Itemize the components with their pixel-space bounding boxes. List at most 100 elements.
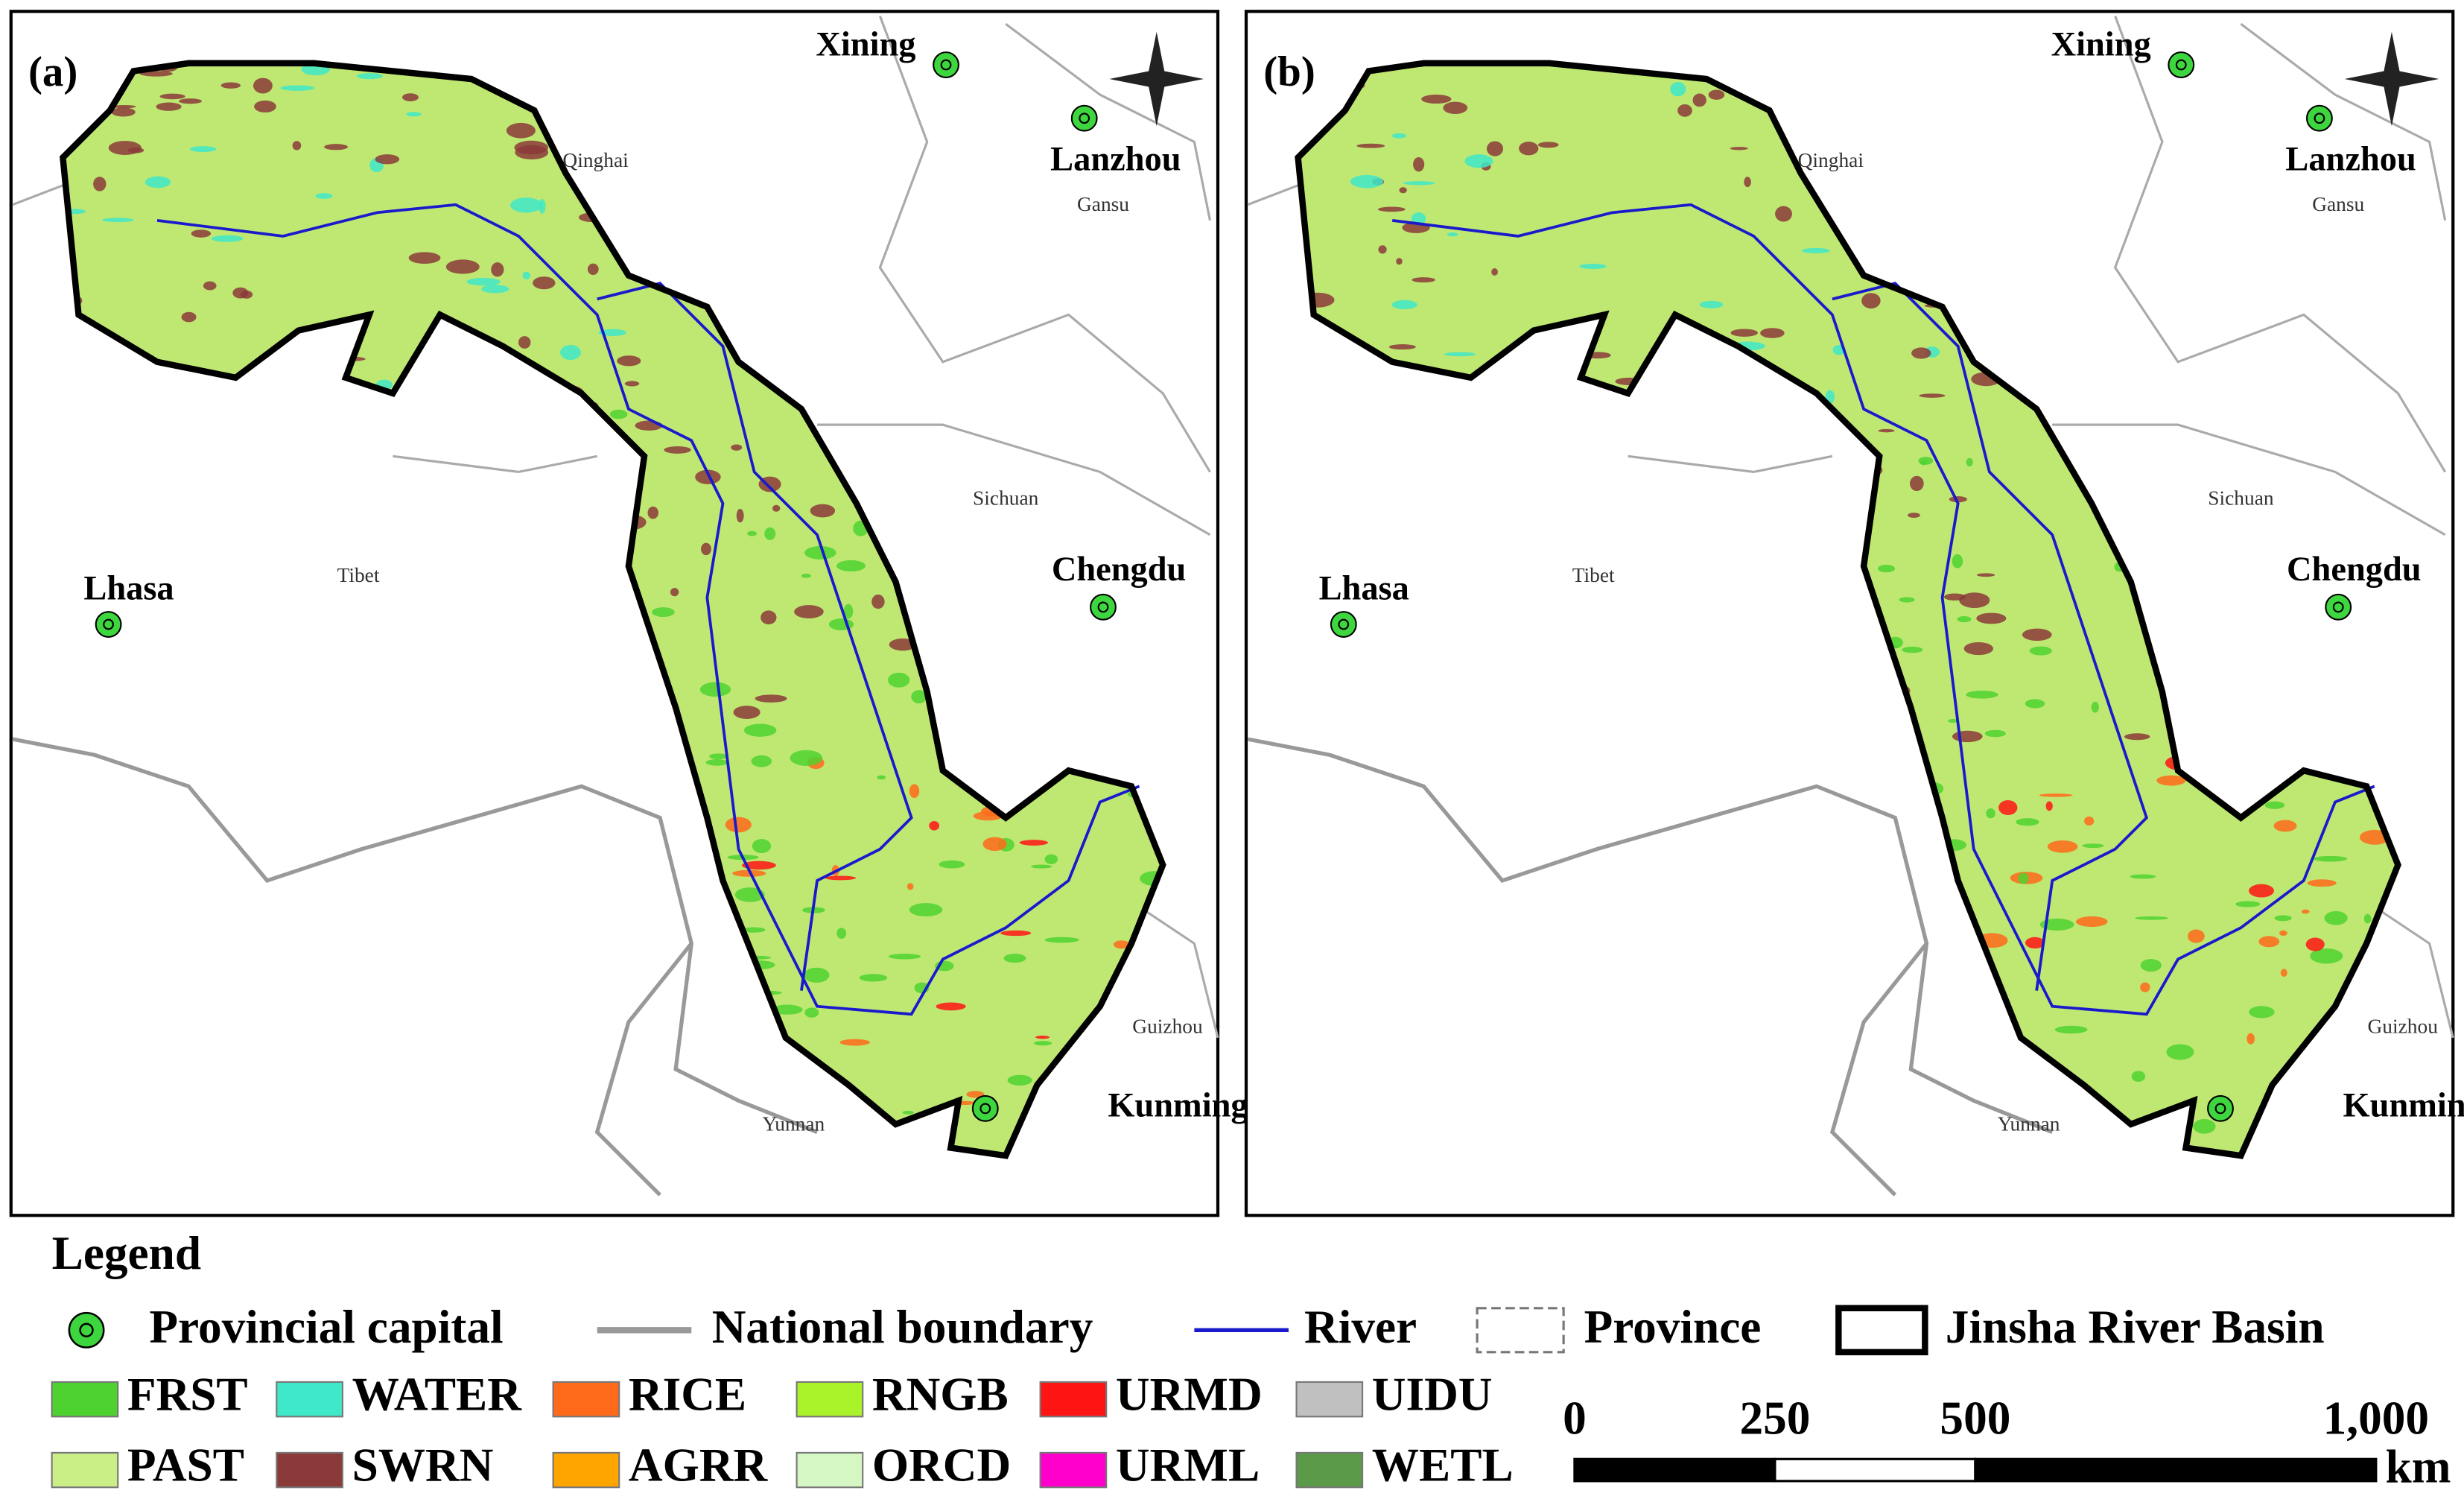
patch bbox=[254, 100, 276, 113]
patch bbox=[1044, 854, 1058, 864]
capital-dot bbox=[2314, 113, 2325, 124]
patch bbox=[2134, 916, 2169, 920]
legend-swatch bbox=[276, 1381, 343, 1418]
patch bbox=[189, 146, 217, 153]
patch bbox=[515, 145, 549, 160]
patch bbox=[2313, 855, 2348, 862]
legend-label: FRST bbox=[127, 1369, 248, 1421]
basin-outline bbox=[59, 60, 1166, 1159]
legend-swatch bbox=[552, 1381, 620, 1418]
patch bbox=[1670, 82, 1686, 97]
patch bbox=[1378, 245, 1387, 254]
patch bbox=[771, 1004, 803, 1015]
patch bbox=[804, 1007, 819, 1018]
patch bbox=[801, 574, 811, 578]
legend-label: National boundary bbox=[712, 1301, 1093, 1353]
patch bbox=[647, 506, 658, 519]
legend-label: WETL bbox=[1372, 1439, 1514, 1492]
patch bbox=[825, 875, 857, 881]
legend-label: River bbox=[1304, 1301, 1417, 1353]
legend-title: Legend bbox=[52, 1227, 201, 1279]
legend-label: WATER bbox=[352, 1369, 523, 1421]
patch bbox=[402, 93, 419, 101]
patch bbox=[1412, 277, 1435, 283]
river bbox=[1391, 203, 2375, 1016]
patch bbox=[1019, 840, 1049, 846]
patch bbox=[159, 93, 185, 100]
patch bbox=[909, 784, 920, 799]
patch bbox=[617, 355, 641, 367]
patch bbox=[2091, 701, 2099, 713]
patch bbox=[1537, 142, 1559, 148]
patch bbox=[755, 694, 787, 703]
patch bbox=[982, 837, 1007, 852]
patch bbox=[2249, 884, 2274, 898]
patch bbox=[747, 530, 757, 536]
patch bbox=[1919, 393, 1946, 398]
patch bbox=[839, 1039, 870, 1046]
patch bbox=[2082, 843, 2104, 849]
patch bbox=[1918, 457, 1934, 465]
patch bbox=[2363, 913, 2372, 924]
patch bbox=[2273, 820, 2297, 832]
patch bbox=[1396, 258, 1403, 265]
province-name: Sichuan bbox=[2208, 487, 2274, 510]
patch bbox=[1976, 573, 1995, 577]
province-name: Yunnan bbox=[1998, 1112, 2060, 1135]
patch bbox=[127, 147, 145, 153]
patch bbox=[736, 508, 744, 523]
capital-marker bbox=[2168, 51, 2195, 78]
legend-swatch bbox=[796, 1381, 864, 1418]
legend-label: Jinsha River Basin bbox=[1946, 1301, 2325, 1353]
patch bbox=[292, 141, 302, 150]
patch bbox=[510, 197, 542, 213]
legend-label: AGRR bbox=[629, 1439, 769, 1492]
patch bbox=[1411, 212, 1426, 225]
patch bbox=[705, 759, 728, 766]
patch bbox=[966, 1091, 985, 1098]
patch bbox=[1910, 475, 1924, 492]
patch bbox=[1486, 141, 1504, 156]
patch bbox=[911, 690, 927, 704]
patch bbox=[2084, 816, 2095, 826]
basin-outline bbox=[1295, 60, 2401, 1159]
patch bbox=[211, 235, 244, 242]
patch bbox=[2131, 1071, 2146, 1082]
patch bbox=[794, 605, 824, 619]
legend-label: URMD bbox=[1116, 1369, 1263, 1421]
capital-marker bbox=[95, 611, 122, 638]
province-name: Qinghai bbox=[1798, 149, 1864, 171]
scale-segment bbox=[1774, 1457, 1977, 1483]
legend-swatch bbox=[552, 1451, 620, 1489]
patch bbox=[1952, 730, 1983, 743]
city-name: Lanzhou bbox=[2285, 140, 2416, 178]
patch bbox=[2301, 909, 2310, 914]
patch bbox=[836, 928, 847, 939]
patch bbox=[741, 861, 776, 870]
patch bbox=[670, 588, 679, 597]
capital-dot bbox=[940, 59, 952, 71]
patch bbox=[859, 974, 888, 982]
patch bbox=[560, 345, 581, 361]
patch bbox=[1035, 1035, 1050, 1039]
patch bbox=[2140, 982, 2150, 992]
patch bbox=[1976, 612, 2007, 624]
patch bbox=[2029, 646, 2052, 656]
legend-capital-dot bbox=[79, 1322, 94, 1338]
patch bbox=[810, 504, 836, 518]
patch bbox=[240, 291, 253, 299]
province-name: Guizhou bbox=[2368, 1016, 2439, 1038]
patch bbox=[1403, 181, 1435, 186]
patch bbox=[1464, 154, 1493, 168]
patch bbox=[699, 682, 731, 697]
patch bbox=[2324, 910, 2348, 925]
patch bbox=[2279, 930, 2287, 937]
capital-dot bbox=[979, 1103, 991, 1115]
patch bbox=[1730, 329, 1758, 337]
patch bbox=[652, 607, 675, 618]
patch bbox=[2025, 937, 2045, 949]
legend-swatch bbox=[1039, 1451, 1108, 1489]
legend-label: ORCD bbox=[872, 1439, 1011, 1492]
capital-marker bbox=[2207, 1094, 2234, 1122]
